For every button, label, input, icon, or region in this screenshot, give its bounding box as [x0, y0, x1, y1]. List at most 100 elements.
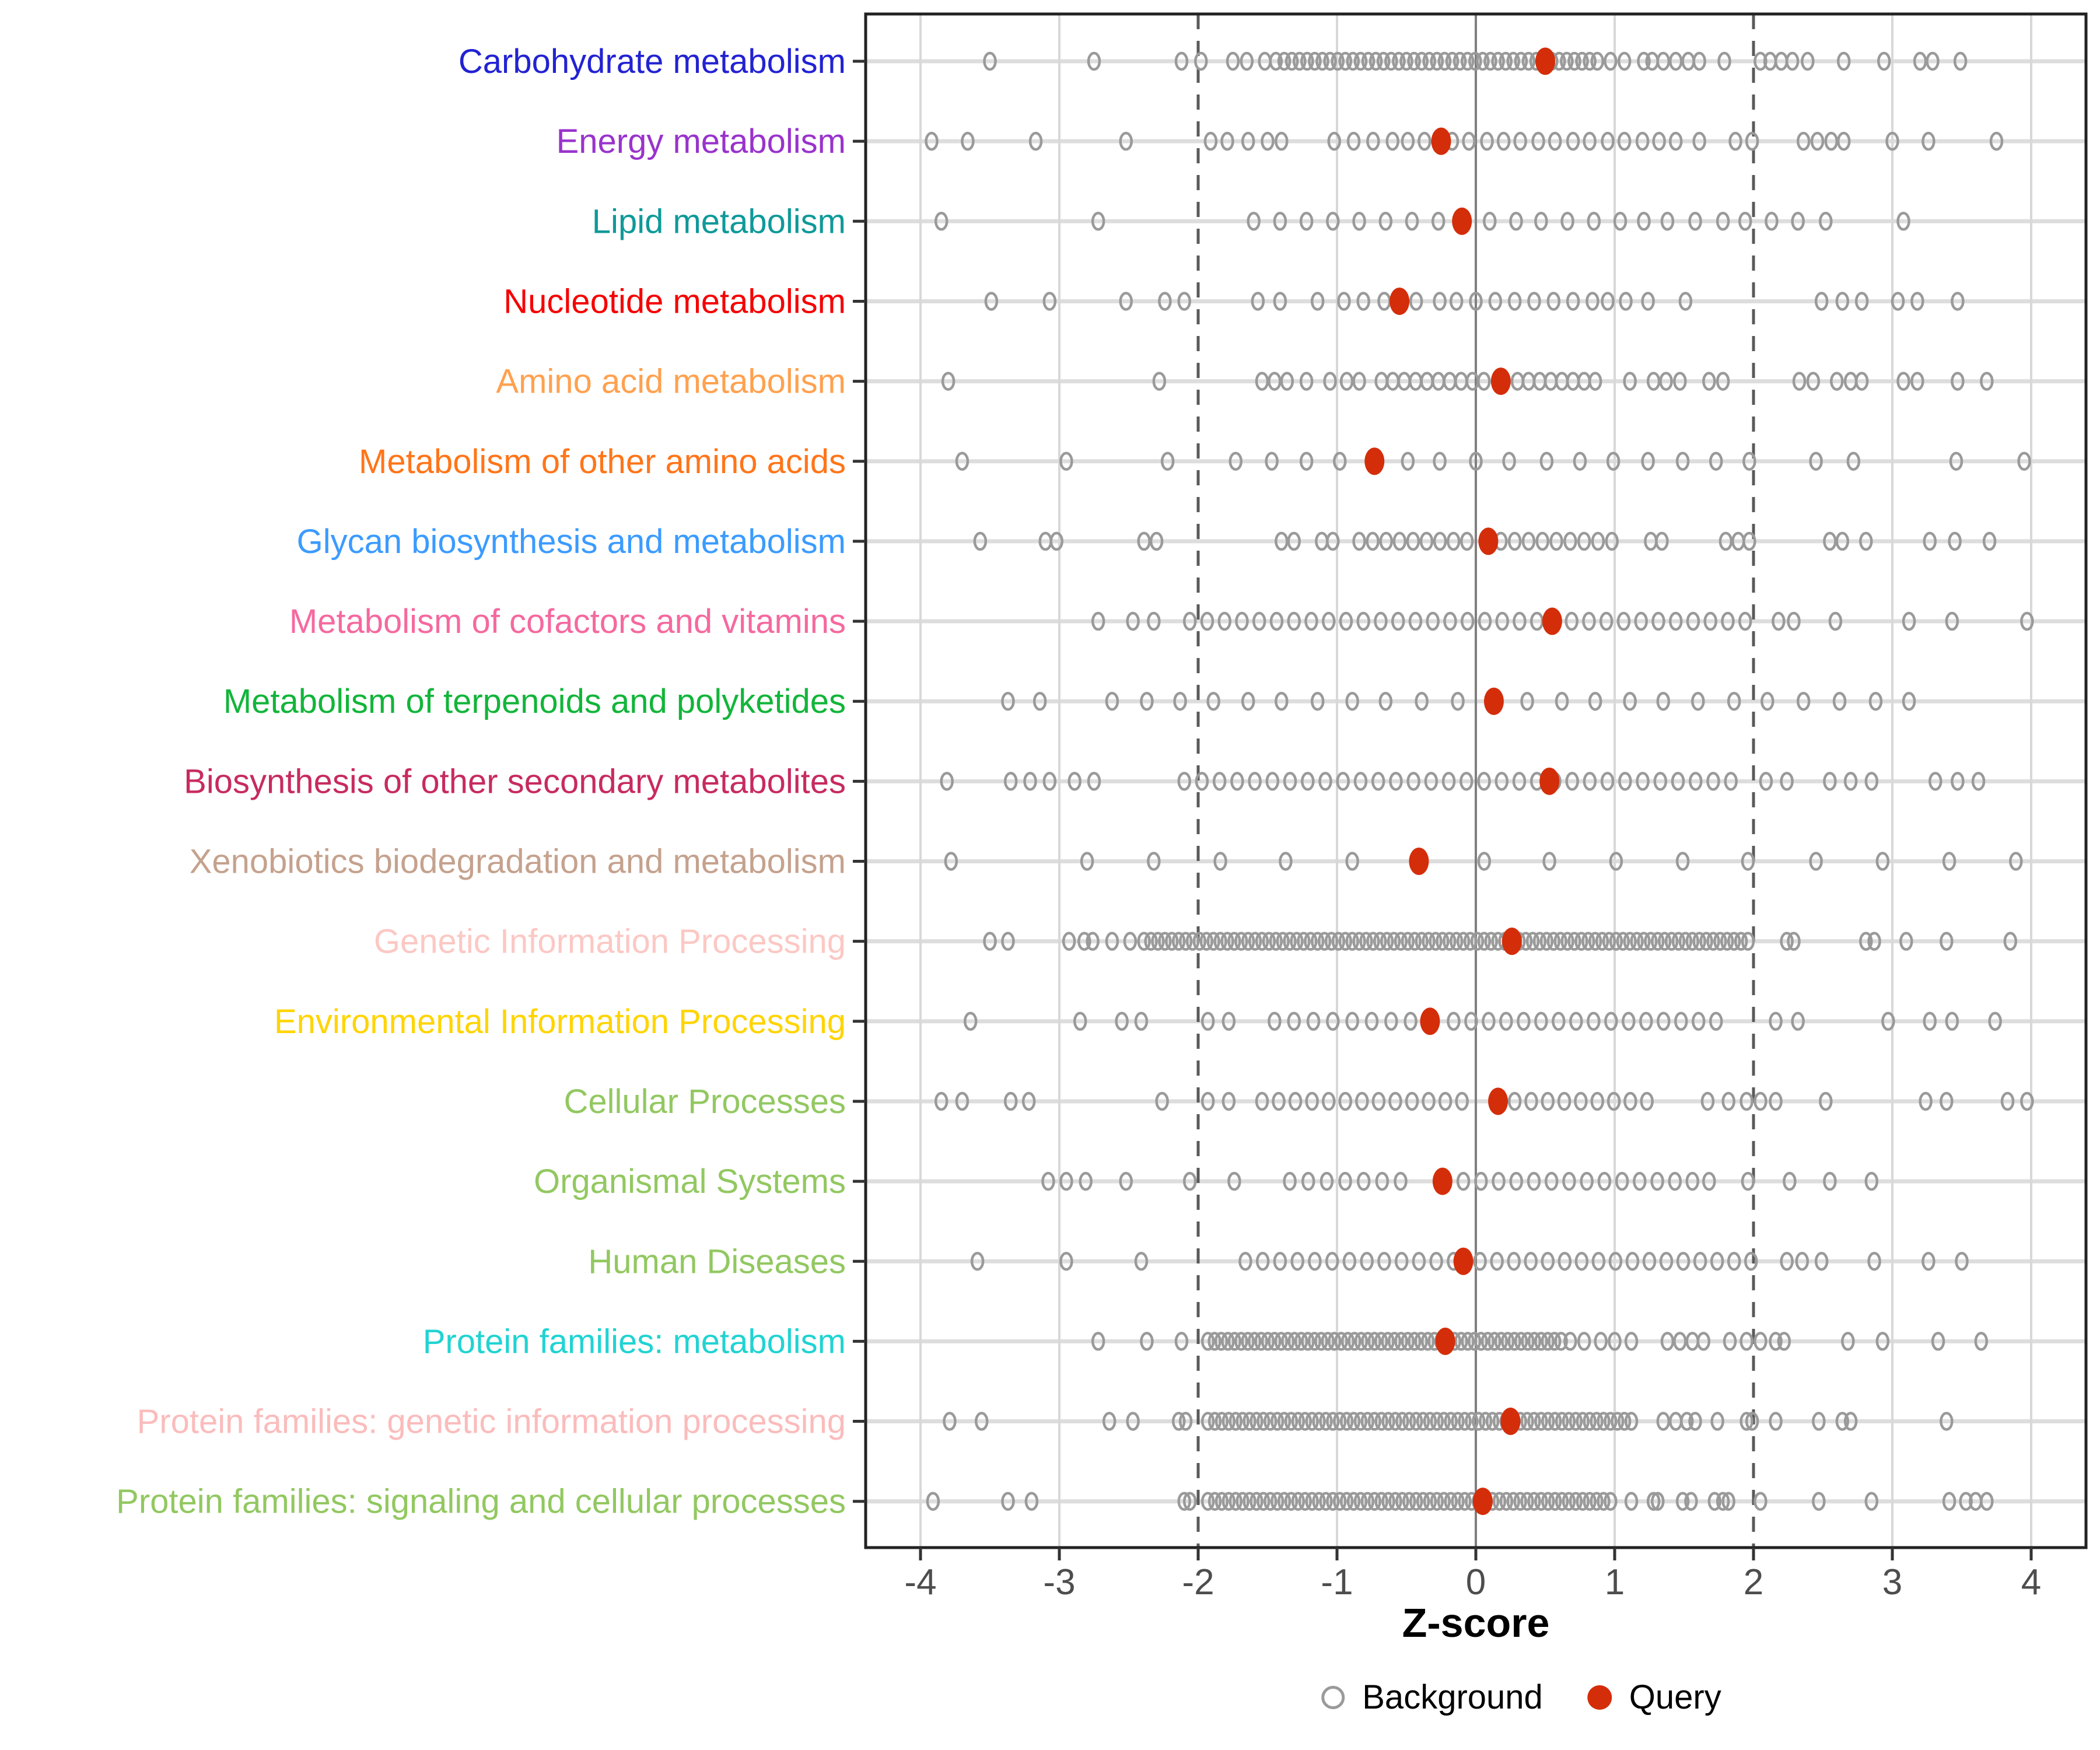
- background-point: [1340, 1332, 1355, 1351]
- background-point: [1380, 932, 1394, 951]
- background-point: [1651, 932, 1665, 951]
- background-point: [1242, 1492, 1256, 1511]
- background-point: [1703, 611, 1717, 631]
- background-point: [943, 1412, 957, 1431]
- background-point: [1288, 1091, 1303, 1111]
- background-point: [1566, 131, 1580, 151]
- background-point: [1949, 452, 1964, 471]
- background-point: [1345, 852, 1359, 871]
- background-point: [1280, 372, 1294, 391]
- background-point: [934, 212, 949, 231]
- background-point: [1301, 1171, 1315, 1191]
- background-point: [1588, 932, 1602, 951]
- query-point: [1435, 1327, 1455, 1355]
- background-point: [1875, 1332, 1890, 1351]
- background-point: [1228, 452, 1243, 471]
- background-point: [1651, 1492, 1665, 1511]
- background-point: [1557, 1091, 1572, 1111]
- background-point: [1548, 1492, 1562, 1511]
- background-point: [1438, 1091, 1452, 1111]
- background-point: [1668, 131, 1683, 151]
- background-point: [1255, 932, 1269, 951]
- background-point: [1577, 531, 1591, 551]
- background-point: [1137, 932, 1151, 951]
- background-point: [1236, 1492, 1250, 1511]
- background-point: [1828, 611, 1843, 631]
- background-point: [1836, 131, 1851, 151]
- background-point: [1003, 1091, 1018, 1111]
- background-point: [1552, 1012, 1566, 1031]
- background-point: [1499, 1012, 1513, 1031]
- background-point: [1809, 852, 1823, 871]
- background-point: [1291, 1412, 1306, 1431]
- background-point: [1214, 1492, 1229, 1511]
- background-point: [1795, 1252, 1810, 1271]
- background-point: [1213, 852, 1227, 871]
- background-point: [1814, 292, 1829, 311]
- background-point: [1406, 772, 1420, 791]
- background-point: [1458, 1492, 1472, 1511]
- background-point: [1280, 1332, 1295, 1351]
- background-point: [1305, 1412, 1319, 1431]
- background-point: [1287, 531, 1301, 551]
- legend-item-background: Background: [1321, 1678, 1543, 1717]
- background-point: [1452, 51, 1467, 71]
- background-point: [1488, 292, 1503, 311]
- background-point: [1469, 452, 1483, 471]
- background-point: [1222, 1412, 1236, 1431]
- background-point: [1200, 1091, 1215, 1111]
- background-point: [1451, 691, 1465, 711]
- background-point: [1754, 51, 1768, 71]
- background-point: [1284, 1412, 1298, 1431]
- background-point: [1355, 1091, 1369, 1111]
- background-point: [1315, 51, 1329, 71]
- background-point: [1418, 131, 1432, 151]
- background-point: [1437, 51, 1452, 71]
- background-point: [925, 131, 939, 151]
- background-point: [1178, 932, 1193, 951]
- category-label: Protein families: metabolism: [423, 1322, 846, 1360]
- background-point: [1640, 1091, 1654, 1111]
- background-point: [1582, 611, 1596, 631]
- query-point: [1500, 1408, 1521, 1436]
- background-point: [1923, 531, 1937, 551]
- category-label: Nucleotide metabolism: [503, 282, 846, 320]
- background-point: [1250, 1492, 1264, 1511]
- background-point: [1597, 1412, 1611, 1431]
- background-point: [1028, 131, 1043, 151]
- background-point: [1460, 51, 1475, 71]
- background-point: [1353, 1412, 1368, 1431]
- background-point: [1877, 51, 1891, 71]
- background-point: [1544, 1171, 1559, 1191]
- background-point: [1003, 772, 1018, 791]
- background-point: [1214, 1412, 1229, 1431]
- background-point: [1241, 691, 1255, 711]
- background-point: [1754, 1332, 1768, 1351]
- background-open-circle-icon: [1321, 1685, 1345, 1709]
- background-point: [1463, 932, 1478, 951]
- background-point: [1525, 932, 1540, 951]
- background-point: [1465, 1412, 1479, 1431]
- background-point: [1194, 51, 1208, 71]
- background-point: [1472, 1412, 1486, 1431]
- background-point: [1049, 531, 1063, 551]
- background-point: [1401, 131, 1415, 151]
- background-point: [1458, 1412, 1472, 1431]
- background-point: [1356, 1171, 1371, 1191]
- background-point: [1222, 1492, 1236, 1511]
- background-point: [1541, 1412, 1555, 1431]
- background-point: [1462, 131, 1476, 151]
- background-point: [1780, 1252, 1794, 1271]
- background-point: [1660, 212, 1675, 231]
- query-point: [1453, 1247, 1474, 1275]
- background-point: [1321, 1332, 1335, 1351]
- x-axis-title: Z-score: [1402, 1600, 1550, 1646]
- background-point: [1675, 1492, 1690, 1511]
- background-point: [1430, 1492, 1444, 1511]
- background-point: [1671, 772, 1685, 791]
- background-point: [1319, 1412, 1333, 1431]
- background-point: [1728, 131, 1742, 151]
- background-point: [1588, 691, 1602, 711]
- background-point: [1940, 1091, 1954, 1111]
- category-label: Environmental Information Processing: [274, 1003, 846, 1041]
